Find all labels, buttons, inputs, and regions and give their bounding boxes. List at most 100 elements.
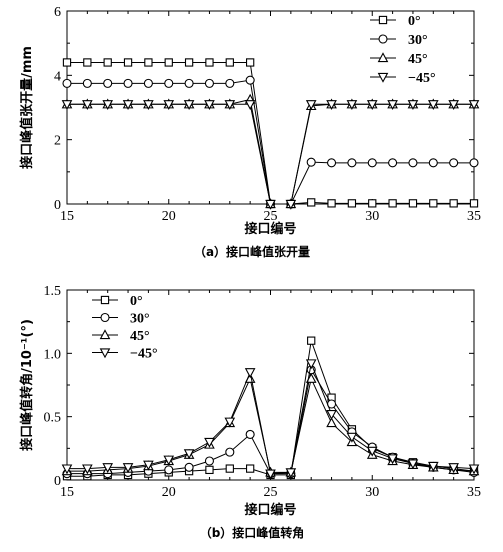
data-point xyxy=(407,100,419,111)
data-point xyxy=(347,158,357,168)
data-point xyxy=(143,460,154,471)
data-point xyxy=(468,100,480,111)
legend-label: 0° xyxy=(408,14,421,29)
data-point xyxy=(408,199,418,208)
figure-caption: （a）接口峰值张开量 xyxy=(194,244,310,259)
legend-label: −45° xyxy=(408,71,436,86)
data-point xyxy=(163,455,175,466)
legend-label: 45° xyxy=(408,52,428,67)
legend-label: 0° xyxy=(130,294,143,309)
figure-caption: （b）接口峰值转角 xyxy=(200,525,305,540)
data-point xyxy=(225,78,235,88)
data-point xyxy=(388,199,397,208)
data-point xyxy=(448,463,459,474)
data-point xyxy=(204,78,214,88)
data-point xyxy=(61,464,73,475)
data-point xyxy=(123,58,133,67)
x-tick-label: 35 xyxy=(467,485,481,500)
data-point xyxy=(368,199,377,208)
data-point xyxy=(204,437,215,448)
data-point xyxy=(102,463,114,474)
y-tick-label: 0 xyxy=(54,198,61,213)
data-point xyxy=(245,75,255,85)
data-point xyxy=(326,409,337,420)
data-point xyxy=(327,199,336,208)
data-point xyxy=(307,198,316,207)
chart-a-opening: 15 20 25 30 35 0 2 4 6 接口编号 接口峰值张开量/mm （a）接口峰值张开量 0°… xyxy=(19,5,481,259)
data-point xyxy=(225,464,234,473)
data-point xyxy=(305,372,317,383)
data-point xyxy=(102,100,114,111)
data-point xyxy=(103,58,112,67)
data-point xyxy=(305,100,317,111)
data-point xyxy=(205,58,214,67)
legend-label: 45° xyxy=(130,329,150,344)
data-point xyxy=(407,459,419,470)
data-point xyxy=(326,100,337,111)
data-point xyxy=(183,449,195,460)
y-tick-label: 2 xyxy=(54,134,61,149)
data-point xyxy=(164,465,174,475)
data-point xyxy=(427,100,439,111)
data-point xyxy=(427,461,439,472)
x-tick-label: 25 xyxy=(264,209,278,224)
data-point xyxy=(123,78,133,88)
y-tick-label: 6 xyxy=(54,5,61,20)
data-point xyxy=(347,199,357,208)
data-point xyxy=(205,465,214,475)
data-point xyxy=(122,463,134,474)
x-tick-label: 30 xyxy=(365,485,379,500)
data-point xyxy=(366,446,378,457)
data-point xyxy=(164,78,174,88)
data-point xyxy=(122,100,134,111)
data-point xyxy=(469,158,479,168)
legend-label: 30° xyxy=(130,312,150,327)
data-point xyxy=(83,58,92,67)
data-point xyxy=(82,100,93,111)
data-point xyxy=(326,158,337,168)
data-point xyxy=(306,157,316,167)
data-point xyxy=(285,199,297,210)
y-tick-label: 1.5 xyxy=(44,284,62,299)
data-point xyxy=(163,100,175,111)
data-point xyxy=(244,368,256,379)
x-tick-label: 15 xyxy=(60,485,74,500)
data-point xyxy=(326,417,337,428)
data-point xyxy=(307,336,316,345)
x-tick-label: 20 xyxy=(162,209,176,224)
y-axis-label: 接口峰值转角/10⁻¹(°) xyxy=(19,319,35,451)
y-tick-label: 4 xyxy=(54,69,61,84)
y-tick-label: 0.5 xyxy=(44,411,62,426)
series-line xyxy=(67,103,474,205)
legend-marker xyxy=(99,348,111,359)
data-point xyxy=(428,158,438,168)
series-line xyxy=(67,340,475,477)
y-axis-label: 接口峰值张开量/mm xyxy=(19,46,35,169)
legend-label: −45° xyxy=(130,347,158,362)
data-point xyxy=(367,158,377,168)
data-point xyxy=(469,199,479,208)
data-point xyxy=(204,100,215,111)
data-point xyxy=(448,100,459,111)
legend-marker xyxy=(378,15,388,25)
data-point xyxy=(103,78,113,88)
data-point xyxy=(245,429,255,439)
data-point xyxy=(388,158,398,168)
data-point xyxy=(449,199,458,208)
data-point xyxy=(265,199,276,210)
data-point xyxy=(366,100,378,111)
legend-marker xyxy=(100,312,110,323)
series-line xyxy=(67,98,474,205)
data-point xyxy=(82,464,93,475)
data-point xyxy=(408,158,418,168)
data-point xyxy=(346,432,358,443)
data-point xyxy=(82,78,92,88)
x-tick-label: 30 xyxy=(365,209,379,224)
legend-marker xyxy=(99,329,111,340)
y-tick-label: 1.0 xyxy=(44,347,62,362)
data-point xyxy=(184,462,194,472)
legend-marker xyxy=(100,295,110,305)
data-point xyxy=(429,199,438,208)
data-point xyxy=(285,468,297,479)
